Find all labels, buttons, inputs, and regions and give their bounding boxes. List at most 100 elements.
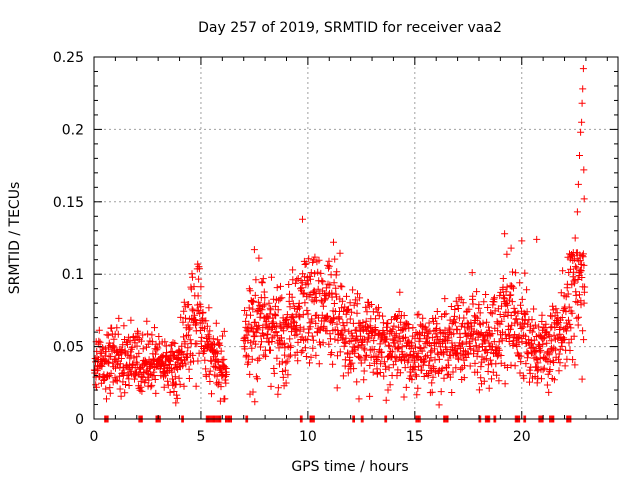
data-point: [360, 344, 368, 352]
data-point: [526, 369, 534, 377]
data-point: [340, 322, 348, 330]
data-point: [507, 325, 514, 333]
x-tick-label: 0: [90, 429, 99, 445]
data-point: [470, 346, 478, 354]
data-point: [423, 351, 431, 359]
data-point: [451, 312, 458, 320]
data-point: [126, 337, 134, 345]
data-point: [308, 317, 316, 325]
data-point: [135, 349, 143, 357]
data-point: [139, 345, 147, 353]
data-point: [206, 367, 214, 375]
data-point: [247, 339, 255, 347]
data-point: [304, 310, 312, 318]
data-point: [550, 359, 558, 366]
data-point: [473, 368, 481, 376]
data-point: [446, 373, 454, 381]
data-point: [578, 99, 586, 107]
data-point: [454, 302, 462, 310]
data-point: [309, 344, 317, 352]
data-point: [455, 355, 463, 363]
data-point: [314, 285, 322, 293]
x-axis-label: GPS time / hours: [291, 459, 408, 475]
data-point: [253, 325, 261, 333]
data-point: [104, 358, 112, 366]
data-point: [121, 389, 129, 397]
data-point: [137, 377, 145, 385]
data-point: [574, 321, 582, 329]
data-point: [147, 383, 155, 391]
data-point: [488, 330, 496, 338]
data-point: [531, 347, 539, 355]
data-point: [481, 336, 488, 344]
data-point: [522, 332, 530, 340]
data-point: [405, 324, 413, 332]
data-point: [561, 362, 569, 370]
data-point: [203, 322, 211, 330]
data-point: [255, 254, 263, 262]
data-point: [284, 371, 292, 379]
data-point: [213, 350, 221, 358]
data-point: [566, 320, 574, 328]
data-point: [399, 353, 407, 361]
data-point: [419, 314, 427, 322]
data-point: [372, 327, 380, 335]
data-point: [301, 299, 309, 307]
data-point: [562, 308, 570, 316]
data-point: [402, 333, 409, 341]
data-point: [113, 324, 121, 332]
data-point: [374, 308, 382, 316]
data-point: [556, 330, 564, 338]
data-point: [411, 363, 419, 371]
data-point: [349, 286, 357, 294]
data-point: [133, 342, 141, 350]
data-point: [567, 324, 575, 332]
data-point: [545, 388, 553, 396]
data-point: [267, 382, 275, 390]
data-point: [143, 317, 151, 325]
data-point: [343, 292, 350, 300]
data-point: [581, 283, 589, 291]
data-point: [251, 332, 259, 340]
data-point: [184, 321, 192, 329]
data-point: [360, 376, 368, 384]
data-point: [385, 364, 393, 372]
data-point: [99, 344, 107, 352]
data-point: [415, 310, 423, 318]
data-point: [252, 340, 260, 348]
data-point: [265, 299, 273, 307]
data-point: [495, 377, 503, 385]
data-point: [533, 356, 541, 363]
data-point: [375, 304, 382, 312]
data-point: [202, 317, 210, 325]
data-point: [201, 356, 209, 364]
data-point: [286, 335, 294, 343]
data-point: [275, 344, 283, 352]
data-point: [428, 388, 436, 396]
data-point: [357, 332, 365, 340]
data-point: [408, 339, 416, 347]
data-point: [528, 316, 536, 324]
data-point: [122, 381, 129, 388]
data-point: [578, 375, 586, 383]
data-point: [578, 118, 586, 126]
data-point: [297, 348, 305, 356]
data-point: [451, 319, 459, 327]
data-point: [431, 345, 438, 353]
data-point: [331, 335, 339, 343]
data-point: [299, 215, 306, 223]
data-point: [102, 385, 110, 393]
data-point: [431, 368, 439, 376]
data-point: [482, 355, 490, 363]
data-point: [181, 340, 189, 348]
data-point: [539, 340, 547, 348]
data-point: [278, 294, 286, 302]
data-point: [272, 328, 280, 336]
data-point: [384, 319, 392, 327]
data-point: [350, 365, 358, 373]
data-point: [363, 308, 371, 316]
data-point: [476, 309, 484, 317]
data-point: [180, 307, 188, 315]
tick-labels: 0 5 10 15 20 0 0.05 0.1 0.15 0.2 0.25: [53, 50, 531, 445]
data-point: [338, 297, 346, 305]
